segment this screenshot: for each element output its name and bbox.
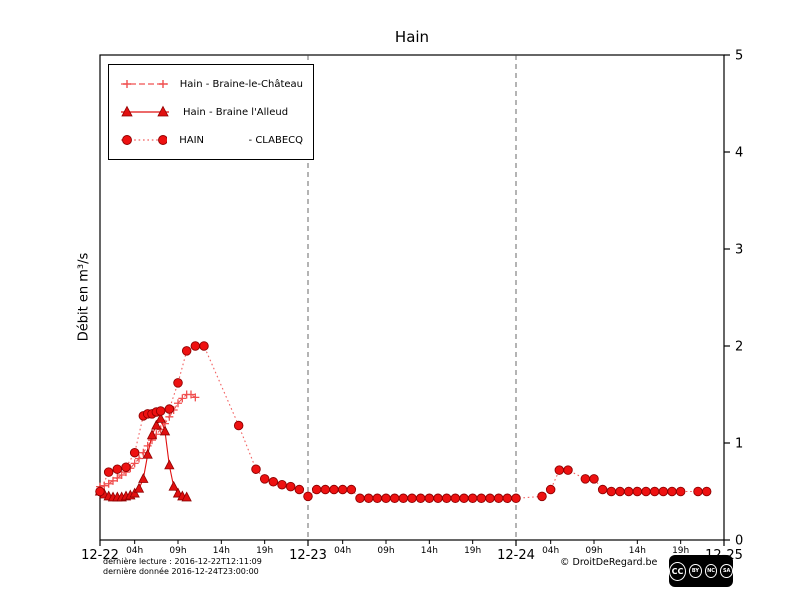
- legend-item-braine-l-alleud: Hain - Braine l'Alleud: [119, 103, 303, 121]
- svg-text:14h: 14h: [629, 546, 646, 556]
- copyright-text: © DroitDeRegard.be: [560, 557, 658, 568]
- y-axis: 0 1 2 3 4 5: [724, 49, 743, 549]
- svg-text:09h: 09h: [377, 546, 394, 556]
- legend-marker-plus-icon: [121, 80, 168, 88]
- last-reading-text: dernière lecture : 2016-12-22T12:11:09: [103, 557, 262, 566]
- cc-by-icon: BY: [689, 564, 702, 578]
- svg-text:04h: 04h: [126, 546, 143, 556]
- svg-text:12-24: 12-24: [497, 548, 535, 563]
- svg-text:19h: 19h: [256, 546, 273, 556]
- legend-item-clabecq: HAIN - CLABECQ: [119, 131, 303, 149]
- svg-text:4: 4: [735, 146, 743, 161]
- last-data-text: dernière donnée 2016-12-24T23:00:00: [103, 567, 259, 576]
- svg-text:3: 3: [735, 243, 743, 258]
- svg-text:5: 5: [735, 49, 743, 64]
- svg-text:0: 0: [735, 534, 743, 549]
- svg-text:09h: 09h: [169, 546, 186, 556]
- svg-text:19h: 19h: [464, 546, 481, 556]
- cc-icon: CC: [669, 561, 687, 581]
- legend-label: HAIN - CLABECQ: [179, 134, 303, 146]
- legend-label: Hain - Braine-le-Château: [179, 78, 303, 90]
- legend-marker-triangle-icon: [121, 105, 169, 117]
- svg-text:2: 2: [735, 340, 743, 355]
- svg-text:19h: 19h: [672, 546, 689, 556]
- cc-nc-icon: NC: [704, 564, 718, 578]
- y-axis-label: Débit en m³/s: [76, 252, 92, 342]
- chart-title: Hain: [394, 28, 430, 46]
- svg-text:14h: 14h: [421, 546, 438, 556]
- series-0: [96, 390, 200, 491]
- legend-item-braine-le-chateau: Hain - Braine-le-Château: [119, 75, 303, 93]
- cc-license-badge[interactable]: CC BY NC SA: [669, 555, 733, 587]
- svg-text:09h: 09h: [585, 546, 602, 556]
- svg-text:12-22: 12-22: [81, 548, 119, 563]
- legend: Hain - Braine-le-Château Hain - Braine l…: [108, 64, 314, 160]
- svg-text:1: 1: [735, 437, 743, 452]
- svg-text:04h: 04h: [542, 546, 559, 556]
- svg-text:14h: 14h: [213, 546, 230, 556]
- series-2: [95, 341, 712, 504]
- svg-text:12-23: 12-23: [289, 548, 327, 563]
- legend-label: Hain - Braine l'Alleud: [183, 106, 289, 118]
- cc-sa-icon: SA: [720, 564, 733, 578]
- svg-text:04h: 04h: [334, 546, 351, 556]
- legend-marker-circle-icon: [121, 135, 168, 145]
